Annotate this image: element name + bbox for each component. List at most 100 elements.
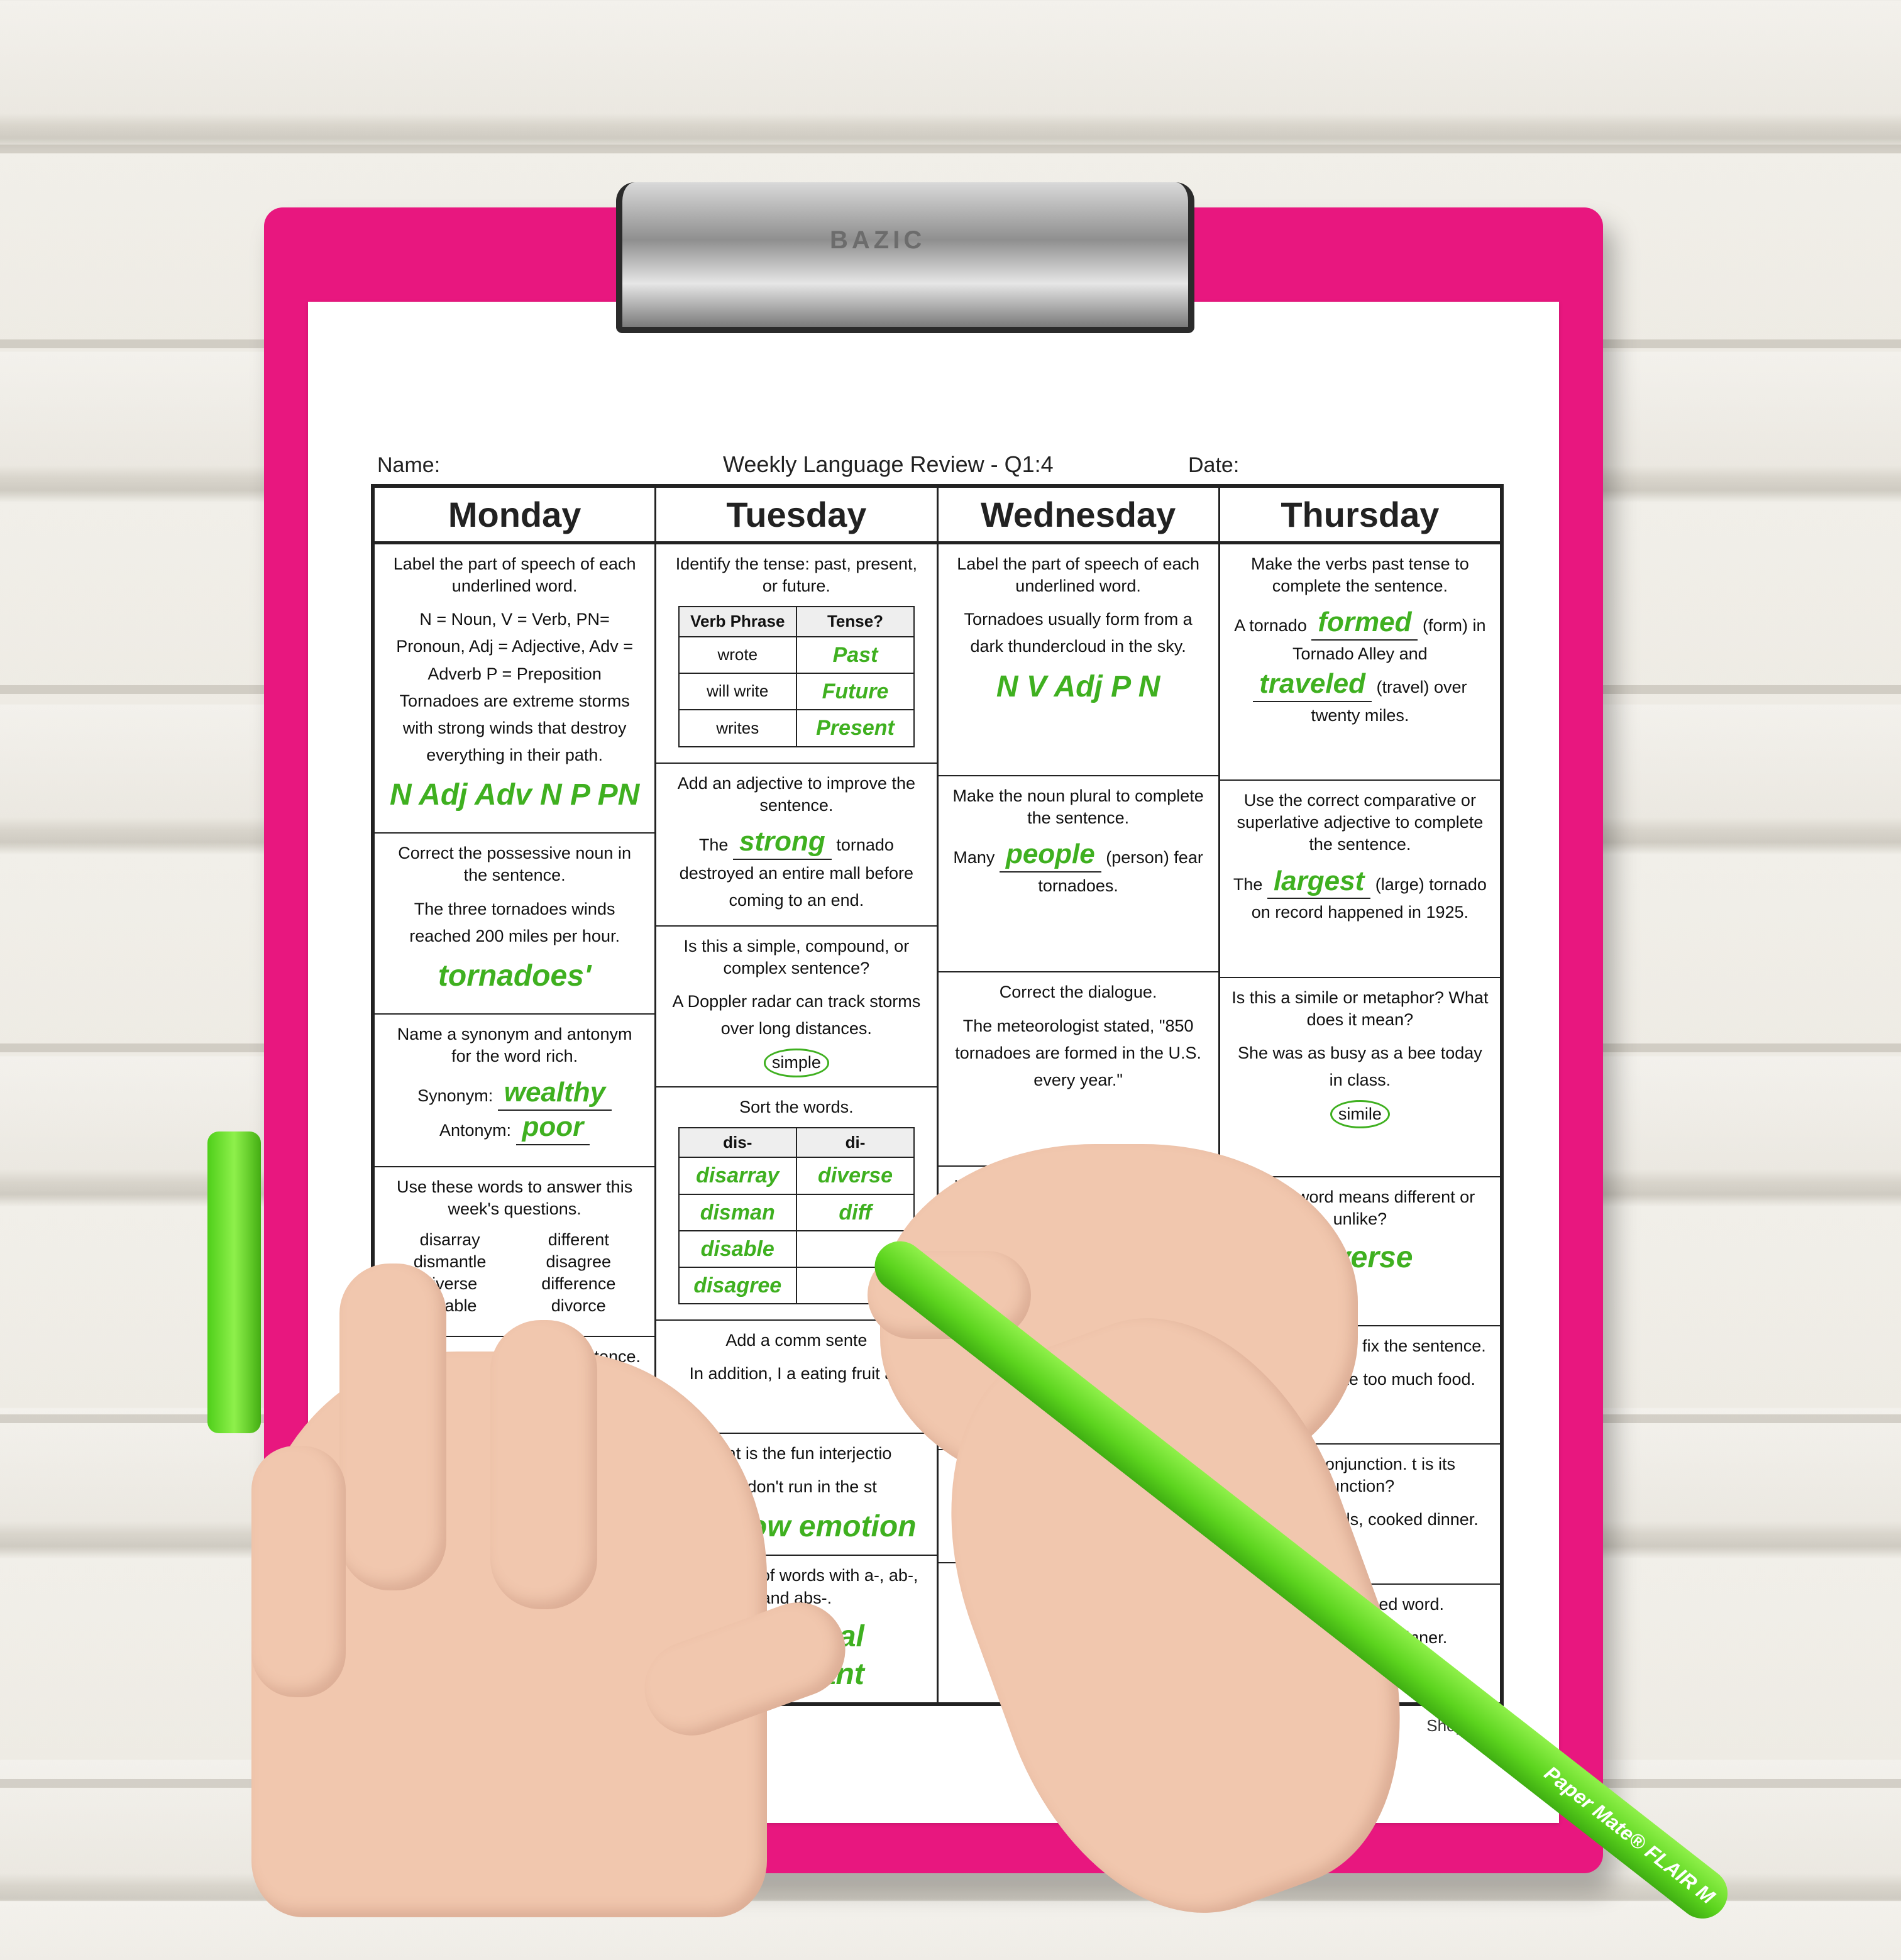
word-bank-item: dismantle	[413, 1252, 487, 1272]
text-segment: The	[698, 835, 729, 854]
question-cell: Label the part of speech of each underli…	[938, 544, 1218, 776]
name-label: Name:	[377, 453, 441, 477]
question-cell: Sort the words. dis-di-disarray diverse dis…	[656, 1087, 937, 1321]
left-hand-finger	[490, 1320, 597, 1609]
date-label: Date:	[1188, 453, 1240, 477]
question-cell: Make the noun plural to complete the sen…	[938, 776, 1218, 973]
left-hand-thumb	[251, 1446, 346, 1697]
question-text: In addition, I a eating fruit an	[668, 1360, 925, 1387]
table-header: Tense?	[795, 606, 915, 637]
question-text: Tornadoes usually form from a dark thund…	[950, 606, 1207, 660]
table-cell[interactable]: diff	[795, 1193, 915, 1231]
answer-table: Verb Phrase Tense? wrote Past will write Futu…	[678, 606, 915, 747]
text-segment: The meteorologist stated, "850 tornadoes…	[955, 1016, 1201, 1089]
word-bank-item: divorce	[551, 1296, 606, 1316]
handwritten-answer[interactable]: tornadoes'	[438, 959, 592, 993]
text-segment: She was as busy as a bee today in class.	[1238, 1043, 1482, 1089]
text-segment: (large) tornado on record happened in 19…	[1251, 874, 1487, 922]
word-bank-item: difference	[541, 1274, 616, 1294]
text-segment: tornado destroyed an entire mall before …	[679, 835, 913, 910]
text-segment: A tornado	[1234, 616, 1307, 636]
text-segment: (person) fear tornadoes.	[1038, 848, 1203, 895]
table-row: disagree	[678, 1267, 915, 1305]
left-hand-finger	[339, 1264, 446, 1590]
question-text: Many people (person) fear tornadoes.	[950, 838, 1207, 900]
table-cell[interactable]: disarray	[678, 1157, 797, 1195]
question-text: Synonym: wealthy Antonym: poor	[386, 1076, 643, 1145]
worksheet-title: Weekly Language Review - Q1:4	[723, 451, 1054, 477]
word-bank-item: disarray	[419, 1230, 480, 1250]
text-segment: P = Preposition	[486, 664, 602, 683]
question-cell: Use the correct comparative or superlati…	[1220, 781, 1500, 978]
text-segment: A Doppler radar can track storms over lo…	[672, 992, 921, 1038]
text-segment: N = Noun, V = Verb, PN= Pronoun, Adj = A…	[396, 610, 633, 683]
table-row: disarray diverse	[678, 1157, 915, 1195]
question-cell: Correct the possessive noun in the sente…	[375, 834, 655, 1015]
question-prompt: Correct the dialogue.	[999, 983, 1157, 1002]
handwritten-answer[interactable]: traveled	[1253, 668, 1372, 702]
day-heading: Wednesday	[938, 488, 1218, 544]
table-cell[interactable]: disagree	[678, 1267, 797, 1305]
text-segment: Tornadoes are extreme storms with strong…	[399, 691, 630, 765]
question-cell: Add an adjective to improve the sentence…	[656, 764, 937, 927]
text-segment: (form) in Tornado Alley and	[1292, 616, 1486, 663]
table-row: disman diff	[678, 1193, 915, 1231]
question-text: The largest (large) tornado on record ha…	[1232, 865, 1489, 927]
text-segment: (travel) over twenty miles.	[1311, 678, 1467, 725]
handwritten-answer[interactable]: people	[999, 838, 1101, 873]
question-cell: Identify the tense: past, present, or fu…	[656, 544, 937, 764]
handwritten-answer[interactable]: poor	[515, 1111, 590, 1145]
word-bank: disarray dismantle diverse disable different…	[386, 1229, 643, 1317]
handwritten-answer[interactable]: largest	[1267, 865, 1371, 900]
table-cell[interactable]: disman	[678, 1193, 797, 1231]
circled-answer[interactable]: simile	[1330, 1100, 1390, 1129]
question-cell: Add a comm sente In addition, I a eating …	[656, 1321, 937, 1434]
table-cell[interactable]: diverse	[795, 1157, 915, 1195]
question-prompt: Add a comm sente	[725, 1331, 868, 1350]
question-text: The strong tornado destroyed an entire m…	[668, 825, 925, 914]
table-cell: wrote	[678, 636, 797, 674]
word-bank-item: different	[548, 1230, 609, 1250]
question-text: A Doppler radar can track storms over lo…	[668, 988, 925, 1042]
text-segment: The	[1233, 874, 1263, 894]
table-cell: writes	[678, 709, 797, 747]
table-row: will write Future	[678, 673, 915, 711]
handwritten-answer[interactable]: wealthy	[497, 1076, 612, 1111]
circled-answer[interactable]: simple	[763, 1049, 829, 1077]
question-prompt: Sort the words.	[739, 1097, 854, 1116]
question-text: A tornado formed (form) in Tornado Alley…	[1232, 606, 1489, 729]
question-cell: Use these words to answer this week's qu…	[375, 1167, 655, 1337]
question-cell: Is this a simple, compound, or complex s…	[656, 927, 937, 1087]
worksheet-header: Name: Weekly Language Review - Q1:4 Date…	[371, 421, 1496, 478]
day-heading: Monday	[375, 488, 655, 544]
clipboard-clip[interactable]: BAZIC	[616, 182, 1194, 333]
handwritten-answer[interactable]: strong	[732, 825, 832, 860]
clip-brand-logo: BAZIC	[830, 226, 926, 254]
text-segment: Antonym:	[439, 1121, 512, 1140]
answer-table: dis-di-disarray diverse disman diff disable d…	[678, 1126, 915, 1305]
text-segment: Tornadoes usually form from a dark thund…	[964, 610, 1193, 656]
table-header: dis-	[678, 1126, 797, 1159]
question-cell: Make the verbs past tense to complete th…	[1220, 544, 1500, 781]
table-row: writes Present	[678, 709, 915, 747]
question-cell: Correct the dialogue. The meteorologist s…	[938, 972, 1218, 1167]
question-prompt: Is this a simile or metaphor? What does …	[1232, 988, 1489, 1029]
question-prompt: Make the noun plural to complete the sen…	[952, 786, 1204, 828]
handwritten-answer[interactable]: formed	[1311, 606, 1418, 641]
day-heading: Tuesday	[656, 488, 937, 544]
table-cell[interactable]: disable	[678, 1230, 797, 1269]
question-prompt: Name a synonym and antonym for the word …	[397, 1025, 632, 1066]
table-cell[interactable]: Future	[795, 673, 915, 711]
text-segment: Many	[953, 848, 995, 867]
table-cell[interactable]: Present	[795, 709, 915, 747]
word-list: different disagree difference divorce	[541, 1229, 615, 1317]
question-cell: Name a synonym and antonym for the word …	[375, 1015, 655, 1167]
table-header: Verb Phrase	[678, 606, 797, 637]
question-prompt: Make the verbs past tense to complete th…	[1251, 554, 1469, 596]
question-prompt: Is this a simple, compound, or complex s…	[683, 936, 910, 977]
text-segment: Synonym:	[417, 1086, 493, 1106]
pen-cap[interactable]	[207, 1131, 261, 1433]
table-cell[interactable]: Past	[795, 636, 915, 674]
question-prompt: Use the correct comparative or superlati…	[1237, 791, 1484, 854]
table-header: di-	[795, 1126, 915, 1159]
